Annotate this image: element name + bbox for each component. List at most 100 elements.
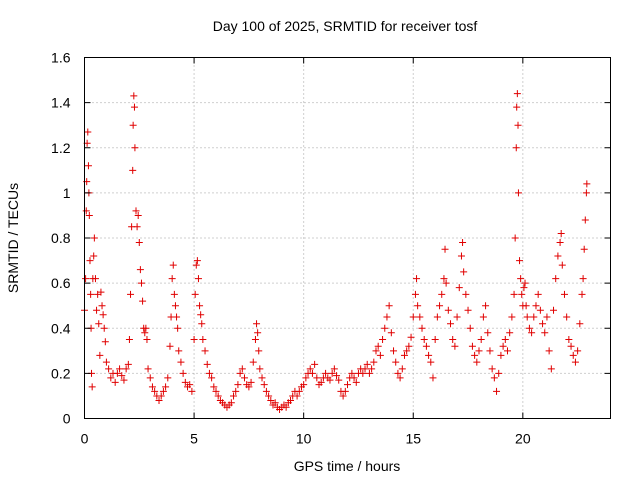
data-point <box>175 347 183 355</box>
data-point <box>255 347 263 355</box>
data-point <box>186 381 194 389</box>
data-point <box>129 166 137 174</box>
data-point <box>532 302 540 310</box>
chart-title: Day 100 of 2025, SRMTID for receiver tos… <box>213 18 478 34</box>
data-point <box>170 290 178 298</box>
data-point <box>493 387 501 395</box>
data-point <box>396 374 404 382</box>
data-point <box>520 284 528 292</box>
data-point <box>383 313 391 321</box>
data-point <box>370 358 378 366</box>
data-point <box>232 387 240 395</box>
y-tick-label: 0.8 <box>51 230 71 246</box>
data-point <box>372 347 380 355</box>
data-point <box>98 302 106 310</box>
data-point <box>193 257 201 265</box>
data-point <box>130 92 138 100</box>
data-point <box>203 360 211 368</box>
data-point <box>196 302 204 310</box>
data-point <box>449 336 457 344</box>
data-point <box>267 396 275 404</box>
data-point <box>234 381 242 389</box>
data-point <box>578 290 586 298</box>
data-point <box>136 266 144 274</box>
data-point <box>433 313 441 321</box>
data-point <box>503 347 511 355</box>
data-point <box>179 369 187 377</box>
data-point <box>113 369 121 377</box>
data-point <box>431 336 439 344</box>
data-point <box>130 103 138 111</box>
data-point <box>118 372 126 380</box>
data-point <box>574 347 582 355</box>
data-point <box>90 234 98 242</box>
data-point <box>385 302 393 310</box>
data-point <box>473 358 481 366</box>
data-point <box>359 369 367 377</box>
data-point <box>352 378 360 386</box>
x-tick-label: 15 <box>405 431 421 447</box>
data-point <box>547 365 555 373</box>
data-point <box>398 365 406 373</box>
data-point <box>322 369 330 377</box>
data-point <box>422 342 430 350</box>
data-point <box>210 383 218 391</box>
data-point <box>122 365 130 373</box>
data-point <box>560 290 568 298</box>
data-point <box>558 261 566 269</box>
data-point <box>413 275 421 283</box>
data-point <box>436 302 444 310</box>
data-point <box>409 313 417 321</box>
data-point <box>155 396 163 404</box>
data-point <box>333 372 341 380</box>
data-point <box>511 234 519 242</box>
data-point <box>518 290 526 298</box>
data-point <box>86 257 94 265</box>
data-point <box>254 329 262 337</box>
data-point <box>368 365 376 373</box>
data-point <box>91 275 99 283</box>
data-point <box>134 211 142 219</box>
data-point <box>238 365 246 373</box>
data-point <box>293 392 301 400</box>
data-point <box>565 336 573 344</box>
data-point <box>124 360 132 368</box>
data-point <box>400 351 408 359</box>
data-point <box>191 290 199 298</box>
data-point <box>499 342 507 350</box>
data-point <box>563 313 571 321</box>
data-point <box>403 347 411 355</box>
data-point <box>306 365 314 373</box>
data-point <box>497 351 505 359</box>
data-point <box>420 336 428 344</box>
data-point <box>429 374 437 382</box>
data-point <box>111 378 119 386</box>
data-point <box>550 306 558 314</box>
data-point <box>197 311 205 319</box>
data-point <box>513 103 521 111</box>
data-point <box>442 279 450 287</box>
data-point <box>105 365 113 373</box>
data-point <box>143 336 151 344</box>
data-point <box>157 392 165 400</box>
data-point <box>142 324 150 332</box>
data-point <box>262 387 270 395</box>
data-point <box>530 313 538 321</box>
data-point <box>139 297 147 305</box>
data-point <box>414 302 422 310</box>
data-point <box>464 306 472 314</box>
data-point <box>256 365 264 373</box>
data-point <box>350 374 358 382</box>
data-point <box>339 392 347 400</box>
data-point <box>311 360 319 368</box>
data-point <box>162 383 170 391</box>
axis-ticks: 0 0.2 0.4 0.6 0.8 1 1.2 1.4 1.6 0 5 10 15 20 <box>51 50 611 447</box>
data-point <box>528 329 536 337</box>
data-point <box>247 378 255 386</box>
data-point <box>258 374 266 382</box>
data-point <box>168 275 176 283</box>
x-tick-label: 5 <box>190 431 198 447</box>
data-point <box>260 381 268 389</box>
data-point <box>169 261 177 269</box>
